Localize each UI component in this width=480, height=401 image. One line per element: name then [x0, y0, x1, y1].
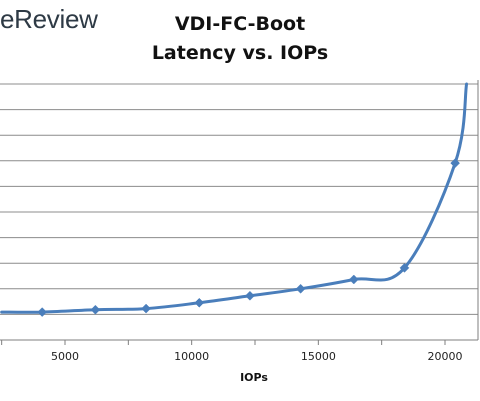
data-point-marker	[348, 274, 359, 285]
data-point-marker	[141, 303, 151, 314]
data-point-marker	[37, 307, 48, 317]
chart-subtitle: Latency vs. IOPs	[151, 42, 329, 64]
x-tick-label: 10000	[174, 350, 209, 363]
data-point-marker	[399, 263, 410, 273]
data-point-marker	[245, 290, 255, 301]
axes	[0, 80, 479, 345]
x-axis-label: IOPs	[240, 371, 268, 384]
x-tick-label: 5000	[51, 350, 79, 363]
x-tick-label: 20000	[428, 350, 463, 363]
series-layer	[0, 82, 469, 317]
gridlines	[0, 83, 478, 341]
x-tick-label: 15000	[301, 350, 336, 363]
data-point-marker	[450, 158, 460, 168]
series-line	[0, 82, 469, 314]
data-point-marker	[295, 283, 306, 294]
x-tick-labels: 5000 10000 15000 20000	[51, 350, 463, 363]
data-point-marker	[194, 297, 205, 308]
chart-title: VDI-FC-Boot	[174, 13, 306, 35]
site-logo: eReview	[0, 4, 98, 34]
data-point-marker	[90, 304, 101, 315]
